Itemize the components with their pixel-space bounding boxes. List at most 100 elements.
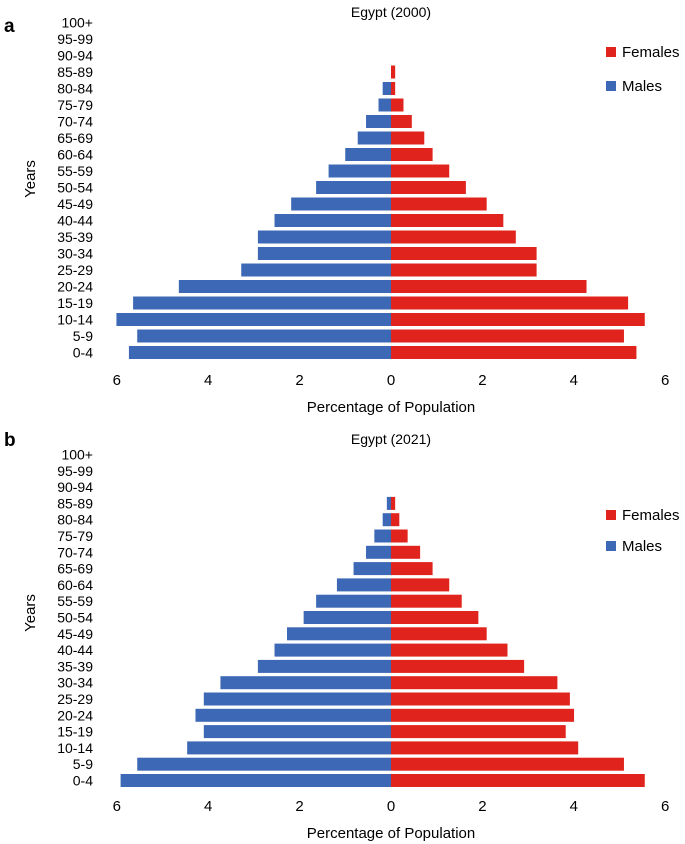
bar-males-25-29 <box>203 692 391 706</box>
bar-females-65-69 <box>391 131 425 145</box>
bar-females-85-89 <box>391 496 396 510</box>
y-tick-label-50-54: 50-54 <box>57 180 93 196</box>
bar-females-70-74 <box>391 545 421 559</box>
bar-females-30-34 <box>391 247 537 260</box>
bar-females-40-44 <box>391 214 504 227</box>
y-tick-label-80-84: 80-84 <box>57 81 93 97</box>
bar-females-15-19 <box>391 725 566 739</box>
x-tick-label: 6 <box>113 798 121 815</box>
x-tick-label: 2 <box>478 372 486 389</box>
bar-males-65-69 <box>353 562 391 576</box>
y-tick-label-5-9: 5-9 <box>73 328 93 344</box>
y-tick-label-25-29: 25-29 <box>57 691 93 707</box>
x-tick-label: 6 <box>113 372 121 389</box>
y-tick-label-85-89: 85-89 <box>57 495 93 511</box>
y-tick-label-30-34: 30-34 <box>57 246 93 262</box>
bar-males-35-39 <box>257 659 391 673</box>
bar-males-5-9 <box>137 329 391 343</box>
bar-females-15-19 <box>391 296 629 310</box>
bar-females-30-34 <box>391 676 558 690</box>
legend: Females Males <box>606 507 680 555</box>
bar-females-55-59 <box>391 164 450 178</box>
panel-letter-a: a <box>4 16 15 37</box>
bar-males-30-34 <box>257 247 391 260</box>
bar-males-20-24 <box>195 708 391 722</box>
y-tick-label-70-74: 70-74 <box>57 544 93 560</box>
bar-females-50-54 <box>391 181 466 194</box>
legend-label-males: Males <box>622 78 662 95</box>
legend-swatch-males <box>606 81 616 91</box>
bar-females-10-14 <box>391 741 579 755</box>
y-tick-label-35-39: 35-39 <box>57 658 93 674</box>
bar-males-25-29 <box>241 263 391 277</box>
bar-males-45-49 <box>287 627 391 641</box>
x-tick-labels: 6 4 2 0 2 4 6 <box>113 372 670 389</box>
bar-males-5-9 <box>137 757 391 771</box>
y-tick-label-10-14: 10-14 <box>57 740 93 756</box>
panel-b-chart: b Egypt (2021) Percentage of Population … <box>4 430 680 842</box>
y-tick-label-100+: 100+ <box>61 15 93 31</box>
x-tick-label: 6 <box>661 372 669 389</box>
chart-title: Egypt (2021) <box>351 431 431 447</box>
bar-males-85-89 <box>386 496 391 510</box>
bar-males-80-84 <box>382 82 391 95</box>
x-tick-label: 4 <box>570 372 578 389</box>
y-tick-label-25-29: 25-29 <box>57 262 93 278</box>
bar-females-25-29 <box>391 263 537 277</box>
y-axis-label: Years <box>22 594 39 632</box>
y-tick-label-45-49: 45-49 <box>57 626 93 642</box>
x-tick-label: 4 <box>570 798 578 815</box>
bar-females-80-84 <box>391 513 400 527</box>
y-tick-label-35-39: 35-39 <box>57 229 93 245</box>
bar-males-65-69 <box>357 131 391 145</box>
legend-swatch-males <box>606 541 616 551</box>
bar-males-50-54 <box>316 181 391 194</box>
y-tick-label-75-79: 75-79 <box>57 528 93 544</box>
x-tick-label: 2 <box>478 798 486 815</box>
bar-females-5-9 <box>391 757 624 771</box>
legend-label-females: Females <box>622 44 680 61</box>
y-tick-label-85-89: 85-89 <box>57 64 93 80</box>
y-tick-label-90-94: 90-94 <box>57 479 93 495</box>
x-tick-label: 2 <box>295 798 303 815</box>
bar-males-40-44 <box>274 214 391 227</box>
bar-females-60-64 <box>391 578 450 592</box>
bar-females-85-89 <box>391 65 396 79</box>
bar-males-10-14 <box>116 313 391 326</box>
bar-females-55-59 <box>391 594 462 608</box>
y-tick-label-45-49: 45-49 <box>57 196 93 212</box>
bar-males-35-39 <box>257 230 391 244</box>
x-axis-label: Percentage of Population <box>307 825 475 842</box>
bar-males-60-64 <box>336 578 391 592</box>
legend-swatch-females <box>606 47 616 57</box>
bar-males-70-74 <box>366 115 391 128</box>
bar-females-65-69 <box>391 562 433 576</box>
y-tick-label-60-64: 60-64 <box>57 577 93 593</box>
bar-males-45-49 <box>291 197 391 211</box>
legend: Females Males <box>606 44 680 95</box>
bar-females-5-9 <box>391 329 624 343</box>
bar-females-25-29 <box>391 692 570 706</box>
y-tick-label-95-99: 95-99 <box>57 463 93 479</box>
bar-females-70-74 <box>391 115 412 128</box>
bar-males-55-59 <box>316 594 391 608</box>
legend-label-females: Females <box>622 507 680 524</box>
y-tick-label-40-44: 40-44 <box>57 213 93 229</box>
bar-males-40-44 <box>274 643 391 657</box>
chart-title: Egypt (2000) <box>351 4 431 20</box>
y-tick-label-10-14: 10-14 <box>57 312 93 328</box>
y-tick-label-30-34: 30-34 <box>57 675 93 691</box>
bar-males-70-74 <box>366 545 391 559</box>
bar-males-55-59 <box>328 164 391 178</box>
y-axis-label: Years <box>22 160 39 198</box>
bar-females-35-39 <box>391 659 525 673</box>
y-tick-label-50-54: 50-54 <box>57 610 93 626</box>
bar-females-35-39 <box>391 230 516 244</box>
bar-females-75-79 <box>391 98 404 112</box>
y-tick-label-0-4: 0-4 <box>73 773 93 789</box>
bar-females-0-4 <box>391 346 637 359</box>
bar-females-60-64 <box>391 148 433 161</box>
y-tick-label-90-94: 90-94 <box>57 48 93 64</box>
y-tick-label-20-24: 20-24 <box>57 279 93 295</box>
x-tick-label: 0 <box>387 798 395 815</box>
